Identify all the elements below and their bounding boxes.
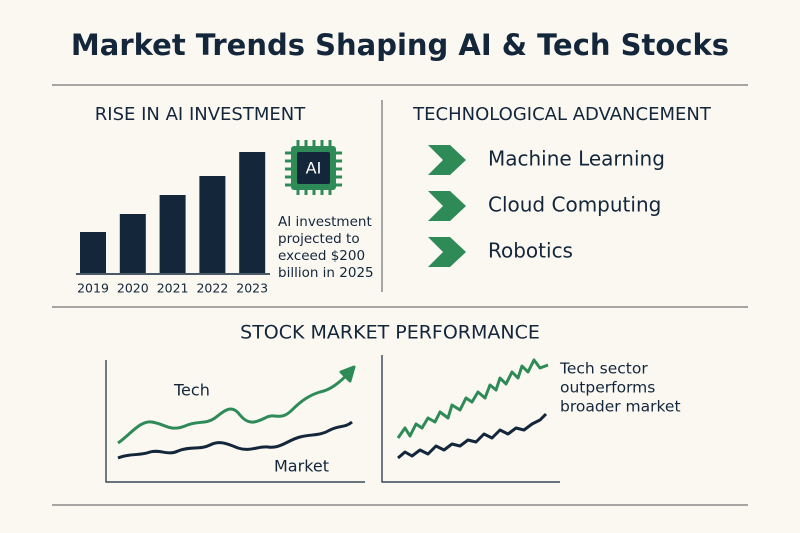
section-heading: RISE IN AI INVESTMENT: [95, 104, 306, 125]
x-tick-label: 2020: [117, 281, 149, 296]
section-heading: STOCK MARKET PERFORMANCE: [240, 322, 540, 344]
bar: [239, 152, 266, 273]
tech-item: Cloud Computing: [488, 193, 661, 217]
tech-item: Robotics: [488, 239, 573, 263]
line-label: Tech: [173, 381, 210, 400]
x-tick-label: 2022: [196, 281, 228, 296]
bar: [119, 214, 146, 273]
icon-label: AI: [306, 159, 322, 178]
note-line: outperforms: [560, 379, 655, 397]
x-tick-label: 2023: [236, 281, 268, 296]
bar: [199, 176, 226, 273]
note-line: projected to: [278, 231, 360, 247]
tech-item: Machine Learning: [488, 147, 665, 171]
bar: [159, 195, 186, 273]
x-tick-label: 2019: [77, 281, 109, 296]
chevrons: [428, 145, 466, 267]
note-line: exceed $200: [278, 248, 365, 264]
chip-icon: AI: [285, 140, 342, 195]
bar: [80, 232, 106, 273]
note-line: broader market: [560, 398, 681, 416]
note-line: AI investment: [278, 214, 372, 230]
section-heading: TECHNOLOGICAL ADVANCEMENT: [412, 104, 712, 125]
note-line: billion in 2025: [278, 265, 374, 281]
axes: [105, 355, 560, 483]
title: Market Trends Shaping AI & Tech Stocks: [71, 28, 729, 62]
bar-chart: 2019 2020 2021 2022 2023: [76, 152, 270, 296]
line-label: Market: [274, 457, 329, 476]
trend-lines: [117, 358, 549, 460]
note-line: Tech sector: [559, 360, 648, 378]
x-tick-label: 2021: [157, 281, 189, 296]
